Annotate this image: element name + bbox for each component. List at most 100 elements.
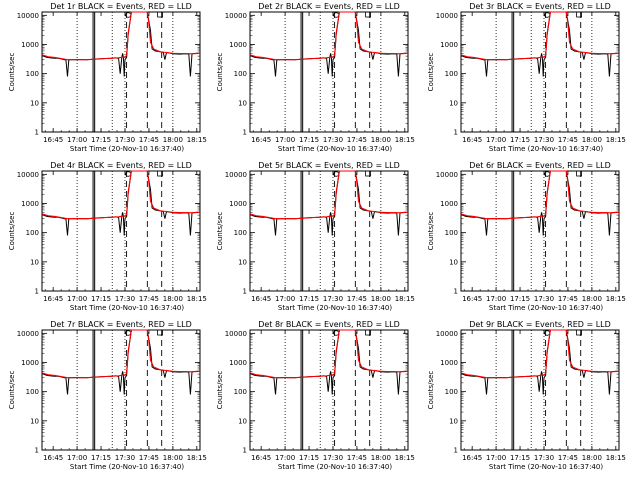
y-tick-label: 1: [35, 288, 39, 296]
y-tick-label: 10: [449, 258, 458, 266]
x-tick-label: 18:15: [395, 136, 415, 144]
panel-title: Det 5r BLACK = Events, RED = LLD: [258, 161, 400, 170]
y-axis-label: Counts/sec: [8, 371, 16, 410]
x-axis-label: Start Time (20-Nov-10 16:37:40): [489, 304, 603, 312]
x-axis-label: Start Time (20-Nov-10 16:37:40): [278, 463, 392, 471]
square-marker: [576, 329, 583, 336]
plot-frame: [460, 170, 620, 292]
panel-3: Det 3r BLACK = Events, RED = LLD 16:45 17:…: [427, 2, 626, 153]
plot-frame: [41, 329, 201, 451]
x-tick-label: 16:45: [251, 136, 271, 144]
panel-title: Det 1r BLACK = Events, RED = LLD: [50, 2, 192, 11]
panel-title: Det 8r BLACK = Events, RED = LLD: [258, 320, 400, 329]
x-tick-label: 17:45: [558, 454, 578, 462]
x-tick-label: 18:15: [187, 454, 207, 462]
y-tick-label: 1000: [440, 359, 458, 367]
x-tick-label: 17:00: [275, 454, 295, 462]
x-tick-label: 17:00: [486, 136, 506, 144]
y-tick-label: 1000: [229, 200, 247, 208]
y-tick-label: 10: [449, 417, 458, 425]
y-tick-label: 10000: [436, 12, 458, 20]
y-tick-label: 100: [445, 229, 458, 237]
x-tick-label: 17:45: [347, 136, 367, 144]
x-tick-label: 16:45: [462, 454, 482, 462]
x-axis-label: Start Time (20-Nov-10 16:37:40): [70, 145, 184, 153]
square-marker: [365, 170, 372, 177]
lld-series: [249, 329, 409, 379]
x-tick-label: 17:45: [139, 454, 159, 462]
panel-4: Det 4r BLACK = Events, RED = LLD 16:45 17:…: [8, 161, 207, 312]
x-tick-label: 17:45: [139, 295, 159, 303]
x-axis-label: Start Time (20-Nov-10 16:37:40): [278, 145, 392, 153]
panel-title: Det 6r BLACK = Events, RED = LLD: [469, 161, 611, 170]
events-series: [249, 11, 408, 77]
x-tick-label: 17:30: [323, 454, 343, 462]
square-marker: [365, 329, 372, 336]
x-tick-label: 16:45: [251, 295, 271, 303]
y-tick-label: 100: [234, 229, 247, 237]
y-axis-label: Counts/sec: [216, 53, 224, 92]
plot-frame: [460, 11, 620, 133]
y-tick-label: 10000: [225, 171, 247, 179]
x-tick-label: 18:00: [163, 136, 183, 144]
y-axis-label: Counts/sec: [8, 53, 16, 92]
x-tick-label: 17:15: [299, 454, 319, 462]
x-tick-label: 17:45: [139, 136, 159, 144]
lld-series: [41, 11, 201, 61]
panel-title: Det 9r BLACK = Events, RED = LLD: [469, 320, 611, 329]
x-tick-label: 18:00: [582, 136, 602, 144]
plot-frame: [249, 329, 409, 451]
y-tick-label: 10000: [17, 12, 39, 20]
x-tick-label: 17:00: [275, 136, 295, 144]
x-tick-label: 17:00: [67, 454, 87, 462]
y-tick-label: 10000: [17, 330, 39, 338]
x-tick-label: 17:45: [558, 136, 578, 144]
plot-frame: [460, 329, 620, 451]
y-axis-label: Counts/sec: [427, 371, 435, 410]
square-marker: [157, 329, 164, 336]
x-axis-label: Start Time (20-Nov-10 16:37:40): [489, 463, 603, 471]
y-axis-label: Counts/sec: [8, 212, 16, 251]
y-axis-label: Counts/sec: [427, 53, 435, 92]
y-tick-label: 10: [238, 258, 247, 266]
x-tick-label: 18:15: [395, 454, 415, 462]
y-tick-label: 10: [30, 258, 39, 266]
x-tick-label: 17:00: [67, 136, 87, 144]
x-tick-label: 17:30: [115, 454, 135, 462]
panel-title: Det 4r BLACK = Events, RED = LLD: [50, 161, 192, 170]
y-tick-label: 10: [449, 99, 458, 107]
y-axis-label: Counts/sec: [216, 212, 224, 251]
x-tick-label: 18:15: [187, 136, 207, 144]
panel-title: Det 3r BLACK = Events, RED = LLD: [469, 2, 611, 11]
x-tick-label: 18:00: [371, 136, 391, 144]
y-tick-label: 100: [445, 388, 458, 396]
y-tick-label: 100: [234, 388, 247, 396]
y-axis-label: Counts/sec: [216, 371, 224, 410]
x-tick-label: 17:30: [323, 136, 343, 144]
events-series: [460, 11, 619, 77]
panel-title: Det 7r BLACK = Events, RED = LLD: [50, 320, 192, 329]
x-axis-label: Start Time (20-Nov-10 16:37:40): [489, 145, 603, 153]
y-tick-label: 1000: [440, 41, 458, 49]
y-tick-label: 1000: [229, 41, 247, 49]
events-series: [249, 170, 408, 236]
x-tick-label: 18:00: [371, 295, 391, 303]
y-tick-label: 1: [35, 129, 39, 137]
y-tick-label: 10000: [225, 330, 247, 338]
y-tick-label: 1000: [21, 41, 39, 49]
x-tick-label: 18:00: [163, 454, 183, 462]
panel-6: Det 6r BLACK = Events, RED = LLD 16:45 17:…: [427, 161, 626, 312]
x-tick-label: 18:15: [395, 295, 415, 303]
x-tick-label: 16:45: [462, 295, 482, 303]
x-tick-label: 18:00: [371, 454, 391, 462]
plot-frame: [249, 170, 409, 292]
panel-7: Det 7r BLACK = Events, RED = LLD 16:45 17:…: [8, 320, 207, 471]
x-tick-label: 17:30: [534, 136, 554, 144]
y-tick-label: 1000: [21, 359, 39, 367]
x-tick-label: 17:30: [115, 136, 135, 144]
x-tick-label: 17:15: [91, 136, 111, 144]
y-tick-label: 10000: [436, 171, 458, 179]
events-series: [460, 170, 619, 236]
panel-title: Det 2r BLACK = Events, RED = LLD: [258, 2, 400, 11]
